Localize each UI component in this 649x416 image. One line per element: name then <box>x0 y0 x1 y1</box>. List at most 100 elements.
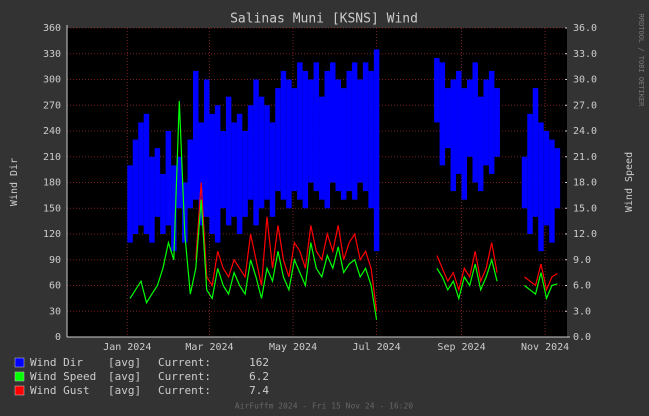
dir-range-bar <box>532 88 539 217</box>
y-tick-label: 270 <box>43 100 61 111</box>
dir-range-bar <box>297 62 303 200</box>
dir-range-bar <box>269 122 276 217</box>
dir-range-bar <box>549 139 555 243</box>
dir-range-bar <box>203 79 210 217</box>
dir-range-bar <box>182 182 188 243</box>
y-tick-label: 150 <box>43 203 61 214</box>
y2-tick-label: 21.0 <box>573 152 597 163</box>
dir-range-bar <box>351 62 358 200</box>
dir-range-bar <box>193 70 199 200</box>
legend-current-label: Current: <box>158 370 211 383</box>
dir-range-bar <box>456 70 462 174</box>
dir-range-bar <box>439 62 446 166</box>
legend-stat: [avg] <box>108 370 141 383</box>
y2-tick-label: 3.0 <box>573 306 591 317</box>
y2-tick-label: 12.0 <box>573 229 597 240</box>
dir-range-bar <box>313 62 320 192</box>
dir-range-bar <box>340 88 347 200</box>
dir-range-bar <box>149 156 155 243</box>
dir-range-bar <box>445 88 451 149</box>
y2-tick-label: 30.0 <box>573 75 597 86</box>
legend-label: Wind Gust <box>30 384 90 397</box>
y-tick-label: 210 <box>43 152 61 163</box>
legend-swatch <box>14 357 25 368</box>
dir-range-bar <box>308 79 314 183</box>
dir-range-bar <box>319 96 325 200</box>
dir-range-bar <box>160 173 166 234</box>
dir-range-bar <box>187 139 194 209</box>
dir-range-bar <box>543 131 550 226</box>
y-tick-label: 300 <box>43 75 61 86</box>
y-tick-label: 60 <box>49 281 61 292</box>
series-line <box>129 100 558 320</box>
dir-range-bar <box>138 122 144 226</box>
legend-stat: [avg] <box>108 384 141 397</box>
y-tick-label: 0 <box>55 332 61 343</box>
dir-range-bar <box>225 96 232 226</box>
dir-range-bar <box>291 88 298 192</box>
y-tick-label: 360 <box>43 23 61 34</box>
dir-range-bar <box>330 62 336 183</box>
dir-range-bar <box>154 148 161 217</box>
y2-tick-label: 18.0 <box>573 178 597 189</box>
dir-range-bar <box>176 156 183 209</box>
dir-range-bar <box>477 96 484 192</box>
dir-range-bar <box>362 62 369 192</box>
dir-range-bar <box>494 88 500 157</box>
y2-tick-label: 36.0 <box>573 23 597 34</box>
legend-current-value: 162 <box>249 356 269 369</box>
dir-range-bar <box>467 79 473 157</box>
y-tick-label: 120 <box>43 229 61 240</box>
dir-range-bar <box>472 62 478 183</box>
y-tick-label: 330 <box>43 49 61 60</box>
y-axis-label: Wind Dir <box>9 158 20 206</box>
dir-range-bar <box>521 156 528 209</box>
y2-tick-label: 33.0 <box>573 49 597 60</box>
dir-range-bar <box>171 165 177 252</box>
y2-tick-label: 9.0 <box>573 255 591 266</box>
dir-range-bar <box>357 79 363 183</box>
legend-swatch <box>14 371 25 382</box>
dir-range-bar <box>461 88 467 200</box>
dir-range-bar <box>253 79 259 226</box>
dir-range-bar <box>554 148 561 209</box>
y2-tick-label: 24.0 <box>573 126 597 137</box>
legend-current-value: 6.2 <box>249 370 269 383</box>
y2-tick-label: 15.0 <box>573 203 597 214</box>
x-tick-label: Jan 2024 <box>103 342 151 353</box>
y-tick-label: 30 <box>49 306 61 317</box>
dir-range-bar <box>324 70 331 209</box>
dir-range-bar <box>258 96 265 209</box>
dir-range-bar <box>434 58 440 123</box>
dir-range-bar <box>275 88 281 192</box>
x-tick-label: Mar 2024 <box>185 342 233 353</box>
y2-tick-label: 27.0 <box>573 100 597 111</box>
dir-range-bar <box>368 70 374 209</box>
dir-range-bar <box>302 70 309 209</box>
legend-swatch <box>14 385 25 396</box>
y-tick-label: 240 <box>43 126 61 137</box>
dir-range-bar <box>231 122 237 217</box>
dir-range-bar <box>220 131 226 209</box>
x-tick-label: Nov 2024 <box>521 342 569 353</box>
dir-range-bar <box>450 79 457 192</box>
y2-tick-label: 6.0 <box>573 281 591 292</box>
x-tick-label: Sep 2024 <box>437 342 485 353</box>
y2-tick-label: 0.0 <box>573 332 591 343</box>
footer: AirFuffm 2024 - Fri 15 Nov 24 - 16:20 <box>235 402 413 411</box>
legend-current-value: 7.4 <box>249 384 269 397</box>
dir-range-bar <box>488 70 495 174</box>
dir-range-bar <box>286 79 292 209</box>
legend-label: Wind Speed <box>30 370 96 383</box>
dir-range-bar <box>280 70 287 200</box>
legend-current-label: Current: <box>158 384 211 397</box>
y2-axis-label: Wind Speed <box>624 152 635 212</box>
dir-range-bar <box>373 49 380 252</box>
dir-range-bar <box>346 70 352 192</box>
dir-range-bar <box>264 105 270 200</box>
dir-range-bar <box>198 122 204 226</box>
chart-title: Salinas Muni [KSNS] Wind <box>230 12 418 27</box>
legend-current-label: Current: <box>158 356 211 369</box>
dir-range-bar <box>214 105 221 243</box>
x-tick-label: Jul 2024 <box>353 342 401 353</box>
